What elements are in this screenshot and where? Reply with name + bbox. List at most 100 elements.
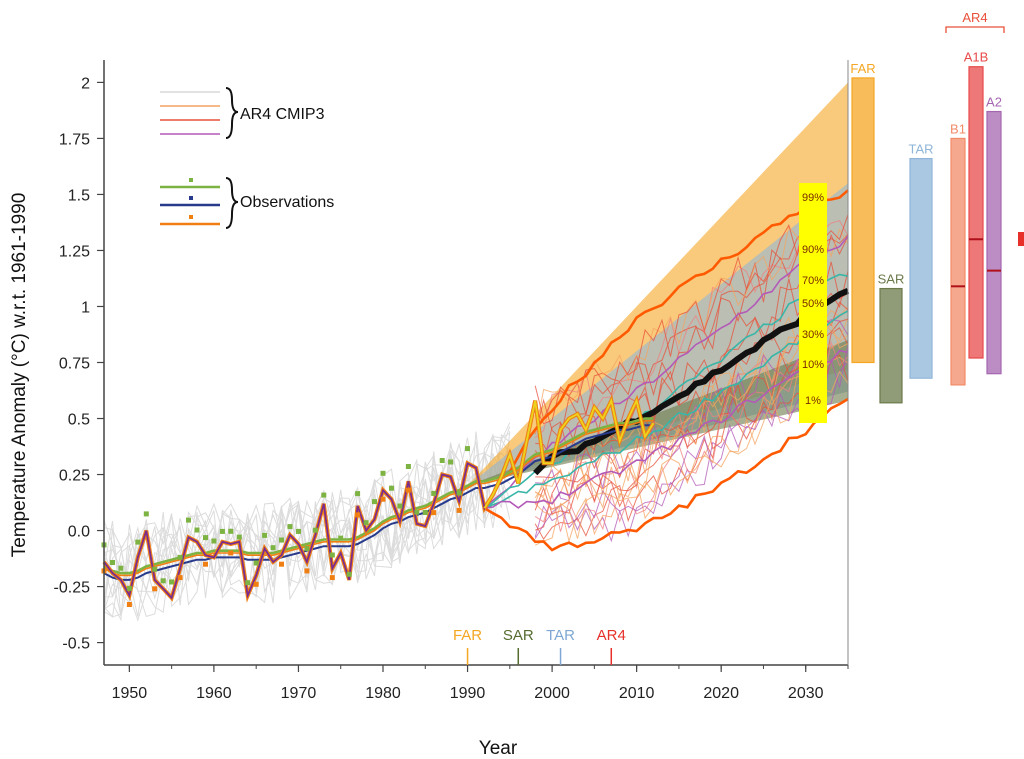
legend-label-observations: Observations bbox=[240, 194, 334, 211]
cmip3-model-run bbox=[534, 317, 849, 499]
obs-point-green bbox=[211, 538, 217, 544]
obs-point-green bbox=[380, 470, 386, 476]
y-ticks: 2 1.75 1.5 1.25 1 0.75 0.5 0.25 0.0 -0.25 -0.5 bbox=[54, 75, 104, 653]
y-tick-label: 0.0 bbox=[68, 524, 90, 541]
obs-point-green bbox=[338, 535, 344, 541]
obs-point-orange bbox=[126, 602, 132, 607]
obs-point-green bbox=[439, 458, 445, 463]
obs-point-green bbox=[329, 552, 335, 558]
cmip3-model-run bbox=[534, 220, 849, 439]
cmip3-model-run bbox=[534, 321, 849, 511]
obs-point-orange bbox=[329, 575, 335, 581]
legend-dot-obs-green bbox=[189, 178, 193, 182]
obs-point-green bbox=[270, 545, 276, 551]
grey-model-run bbox=[103, 453, 511, 618]
legend-dot-obs-orange bbox=[189, 215, 193, 219]
obs-point-green bbox=[118, 565, 124, 571]
obs-point-green bbox=[321, 492, 327, 498]
x-axis-title: Year bbox=[479, 738, 518, 759]
grey-model-run bbox=[103, 422, 511, 622]
cmip3-model-run bbox=[534, 306, 849, 498]
percentile-label: 1% bbox=[805, 395, 821, 407]
range-bar-label: FAR bbox=[850, 61, 875, 76]
x-tick-label: 2020 bbox=[703, 685, 739, 702]
cmip3-model-run bbox=[534, 356, 849, 544]
obs-point-orange bbox=[279, 561, 284, 567]
obs-point-green bbox=[177, 554, 183, 560]
obs-point-green bbox=[431, 490, 437, 496]
y-tick-label: 1.75 bbox=[59, 131, 90, 148]
obs-point-green bbox=[126, 585, 132, 591]
obs-point-green bbox=[194, 527, 200, 533]
cmip3-model-run bbox=[534, 360, 849, 543]
cmip3-model-run bbox=[534, 233, 849, 440]
assessment-marker-label: FAR bbox=[453, 627, 482, 644]
percentile-lines bbox=[483, 189, 850, 552]
obs-point-green bbox=[160, 578, 166, 584]
obs-point-green bbox=[236, 534, 242, 540]
legend-label-cmip3: AR4 CMIP3 bbox=[240, 106, 325, 123]
obs-point-orange bbox=[431, 510, 437, 516]
obs-point-orange bbox=[228, 550, 234, 556]
y-axis-title: Temperature Anomaly (°C) w.r.t. 1961-199… bbox=[9, 193, 30, 558]
obs-point-green bbox=[262, 532, 268, 538]
cmip3-model-run bbox=[534, 318, 849, 515]
range-bar-a2 bbox=[986, 110, 1002, 375]
y-tick-label: 1 bbox=[81, 299, 90, 316]
x-tick-label: 1970 bbox=[281, 685, 317, 702]
observations bbox=[101, 394, 656, 607]
obs-point-orange bbox=[152, 586, 158, 592]
obs-point-orange bbox=[203, 561, 208, 567]
obs-point-green bbox=[169, 579, 175, 585]
obs-point-green bbox=[414, 509, 420, 515]
obs-point-green bbox=[287, 524, 293, 530]
obs-point-green bbox=[279, 537, 284, 543]
obs-point-orange bbox=[380, 496, 386, 502]
y-tick-label: 1.25 bbox=[59, 243, 90, 260]
obs-recent-yellow bbox=[483, 397, 655, 509]
cmip3-colored-ensemble bbox=[534, 209, 849, 546]
obs-point-orange bbox=[355, 512, 361, 518]
y-tick-label: 0.25 bbox=[59, 468, 90, 485]
percentile-label: 50% bbox=[802, 298, 824, 310]
assessment-marker-label: SAR bbox=[503, 627, 534, 644]
obs-point-green bbox=[245, 580, 251, 586]
assessment-marker-label: TAR bbox=[546, 627, 575, 644]
x-tick-label: 1960 bbox=[196, 685, 232, 702]
obs-point-green bbox=[228, 528, 234, 534]
obs-point-green bbox=[304, 546, 310, 552]
obs-point-green bbox=[253, 560, 259, 566]
y-tick-label: 2 bbox=[81, 75, 90, 92]
cmip3-model-run bbox=[534, 344, 849, 539]
obs-smooth-blue bbox=[103, 424, 654, 581]
y-tick-label: -0.25 bbox=[54, 580, 91, 597]
percentile-box-bg bbox=[799, 183, 827, 423]
obs-point-green bbox=[143, 511, 149, 517]
y-tick-label: -0.5 bbox=[62, 636, 90, 653]
y-tick-label: 0.75 bbox=[59, 356, 90, 373]
y-tick-label: 1.5 bbox=[68, 187, 90, 204]
obs-point-green bbox=[422, 510, 428, 515]
obs-point-orange bbox=[405, 487, 411, 493]
legend: AR4 CMIP3 Observations bbox=[160, 87, 334, 229]
percentile-line-99 bbox=[483, 189, 849, 509]
obs-point-green bbox=[186, 517, 191, 523]
percentile-label: 30% bbox=[802, 329, 824, 341]
percentile-label: 70% bbox=[802, 275, 824, 287]
percentile-line-30 bbox=[484, 310, 849, 509]
obs-smooth-orange bbox=[103, 419, 654, 577]
grey-model-run bbox=[103, 433, 511, 608]
obs-point-orange bbox=[304, 568, 310, 574]
assessment-marker-label: AR4 bbox=[597, 627, 626, 644]
range-bar-label: SAR bbox=[878, 272, 905, 287]
x-tick-label: 2010 bbox=[619, 685, 655, 702]
range-bar-far bbox=[851, 77, 875, 364]
percentile-label: 10% bbox=[802, 359, 824, 371]
obs-point-green bbox=[363, 520, 369, 526]
percentile-line-1 bbox=[483, 397, 849, 552]
obs-point-green bbox=[152, 566, 158, 572]
obs-point-green bbox=[397, 503, 403, 509]
legend-brace-observations bbox=[225, 177, 239, 229]
cmip3-model-run bbox=[535, 319, 849, 502]
